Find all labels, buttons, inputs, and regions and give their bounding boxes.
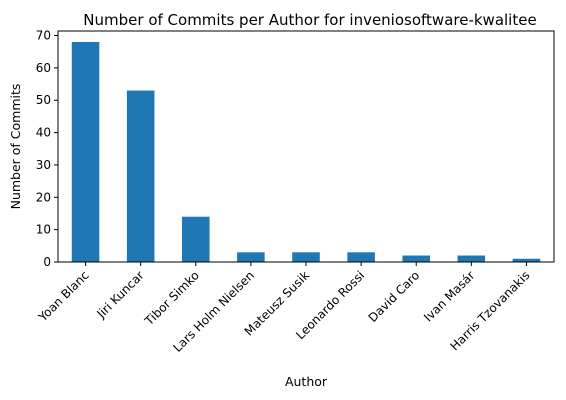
x-axis-label: Author (285, 374, 328, 389)
y-tick-label: 70 (36, 29, 51, 43)
bar-8 (512, 258, 541, 262)
bar-7 (457, 255, 486, 262)
x-tick-label: Ivan Masár (421, 268, 477, 324)
bar-1 (126, 90, 155, 262)
y-tick-label: 40 (36, 126, 51, 140)
x-tick-label: Tibor Simko (141, 268, 201, 328)
bar-5 (347, 252, 375, 262)
plot-frame (57, 30, 555, 263)
x-tick-label: Yoan Blanc (35, 268, 92, 325)
chart-title: Number of Commits per Author for invenio… (83, 11, 536, 29)
y-tick-label: 0 (43, 255, 51, 269)
x-tick-label: David Caro (366, 268, 423, 325)
bar-3 (237, 252, 265, 262)
bar-2 (182, 216, 210, 262)
y-axis-label: Number of Commits (8, 84, 23, 210)
y-tick-label: 10 (36, 223, 51, 237)
y-tick-label: 20 (36, 190, 51, 204)
bar-0 (71, 42, 100, 262)
y-tick-label: 30 (36, 158, 51, 172)
y-tick-label: 50 (36, 93, 51, 107)
bar-6 (402, 255, 430, 262)
x-tick-label: Jiri Kuncar (94, 268, 147, 321)
bar-4 (292, 252, 320, 262)
y-tick-label: 60 (36, 61, 51, 75)
